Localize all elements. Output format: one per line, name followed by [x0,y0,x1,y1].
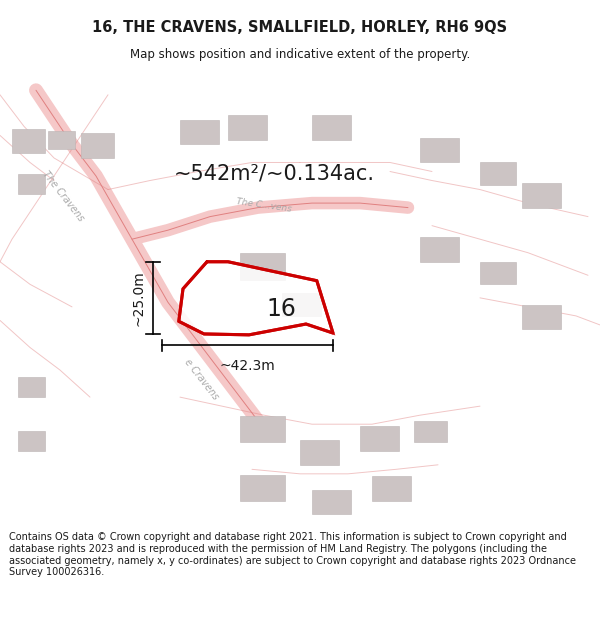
Bar [282,293,321,316]
Bar [414,421,447,442]
Bar [18,377,45,397]
Bar [18,174,45,194]
Bar [522,182,561,208]
Text: ~542m²/~0.134ac.: ~542m²/~0.134ac. [174,164,375,184]
Text: 16: 16 [266,297,296,321]
Text: Contains OS data © Crown copyright and database right 2021. This information is : Contains OS data © Crown copyright and d… [9,532,576,578]
Text: ~42.3m: ~42.3m [220,359,275,372]
Bar [420,138,459,162]
Text: Map shows position and indicative extent of the property.: Map shows position and indicative extent… [130,48,470,61]
Bar [228,115,267,140]
Text: e Cravens: e Cravens [182,357,220,401]
Bar [240,253,285,280]
Bar [12,129,45,154]
Bar [480,262,516,284]
Text: The Cravens: The Cravens [40,169,86,223]
Bar [300,440,339,465]
Bar [360,426,399,451]
Bar [48,131,75,149]
Bar [480,162,516,185]
Bar [81,133,114,158]
Text: ~25.0m: ~25.0m [131,270,145,326]
Text: 16, THE CRAVENS, SMALLFIELD, HORLEY, RH6 9QS: 16, THE CRAVENS, SMALLFIELD, HORLEY, RH6… [92,20,508,35]
Bar [240,416,285,442]
Bar [180,119,219,144]
Bar [240,475,285,501]
Bar [18,431,45,451]
Bar [372,476,411,501]
Bar [522,304,561,329]
Bar [312,115,351,140]
Polygon shape [179,262,333,335]
Bar [420,237,459,262]
Text: The C...vens: The C...vens [236,197,292,214]
Bar [312,489,351,514]
